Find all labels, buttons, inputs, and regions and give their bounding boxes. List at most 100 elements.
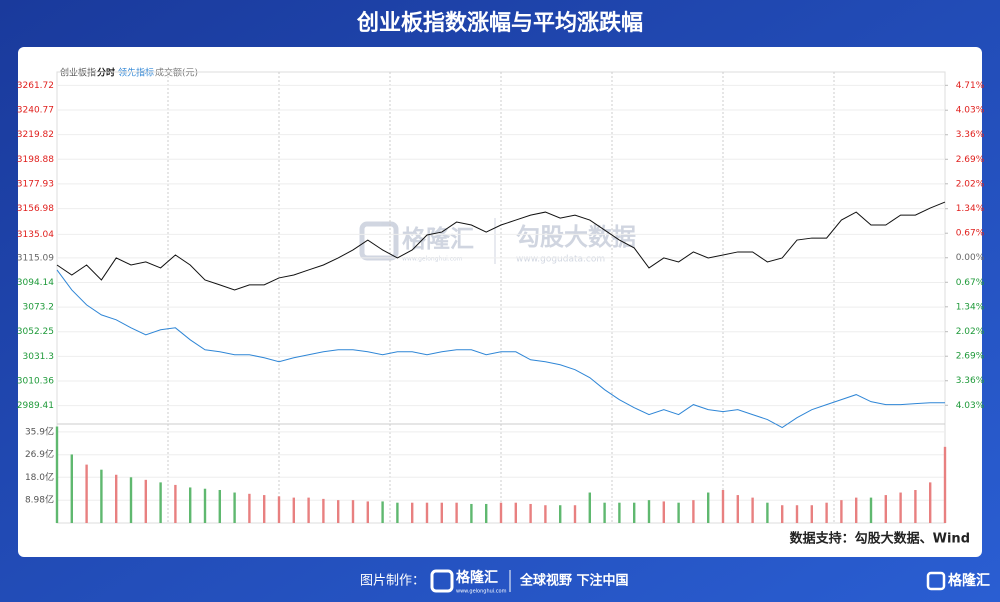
volume-bar	[647, 500, 651, 523]
volume-bar	[263, 495, 266, 523]
volume-bar	[825, 502, 828, 523]
logo-icon	[430, 569, 454, 593]
volume-bar	[129, 477, 133, 523]
y2-tick-label: 1.34%	[956, 204, 985, 214]
volume-bar	[736, 495, 739, 523]
volume-bar	[351, 500, 355, 523]
volume-bar	[899, 492, 902, 523]
y2-tick-label: 2.02%	[956, 179, 985, 189]
volume-bar	[929, 482, 932, 523]
volume-bar	[884, 495, 887, 523]
volume-bar	[337, 500, 340, 523]
volume-bar	[307, 497, 310, 523]
volume-bar	[633, 502, 636, 523]
y-tick-label: 3010.36	[17, 377, 54, 387]
volume-bar	[751, 497, 754, 523]
y2-tick-label: 4.71%	[956, 81, 985, 91]
volume-bar	[277, 496, 281, 523]
volume-bar	[662, 501, 665, 523]
volume-bar	[795, 505, 799, 523]
y-tick-label: 3219.82	[17, 130, 54, 140]
y2-tick-label: 2.69%	[956, 155, 985, 165]
volume-bar	[115, 474, 118, 523]
volume-bar	[603, 502, 606, 523]
volume-bar	[292, 497, 295, 523]
y2-tick-label: 3.36%	[956, 376, 985, 386]
y2-tick-label: 3.36%	[956, 130, 985, 140]
volume-bar	[529, 503, 532, 523]
volume-tick-label: 35.9亿	[25, 425, 54, 437]
y-tick-label: 3094.14	[17, 278, 54, 288]
y2-tick-label: 0.00%	[956, 253, 985, 263]
logo-url: www.gelonghui.com	[456, 589, 507, 595]
y-tick-label: 3177.93	[17, 179, 54, 189]
y-tick-label: 3156.98	[17, 204, 54, 214]
slogan: 全球视野 下注中国	[519, 573, 629, 589]
volume-bar	[322, 498, 325, 523]
volume-bar	[366, 501, 369, 523]
volume-bar	[411, 502, 414, 523]
volume-bar	[85, 464, 88, 523]
y-tick-label: 3073.2	[23, 303, 55, 313]
series-line	[56, 201, 946, 291]
logo-text: 格隆汇	[456, 569, 498, 586]
y2-tick-label: 4.03%	[956, 106, 985, 116]
volume-tick-label: 8.98亿	[25, 494, 54, 506]
volume-bar	[810, 505, 813, 523]
volume-bar	[381, 501, 384, 523]
y2-tick-label: 0.67%	[956, 278, 985, 288]
source: 数据支持：勾股大数据、Wind	[790, 531, 970, 547]
volume-bar	[174, 484, 177, 523]
volume-bar	[721, 489, 725, 523]
volume-bar	[588, 492, 591, 523]
volume-bar	[70, 454, 73, 523]
volume-bar	[573, 505, 577, 523]
volume-tick-label: 18.0亿	[25, 471, 54, 483]
y-tick-label: 3031.3	[23, 352, 55, 362]
volume-bar	[840, 500, 843, 523]
watermark-text: www.gelonghui.com	[402, 256, 463, 263]
y-tick-label: 3261.72	[17, 81, 54, 91]
y2-tick-label: 4.03%	[956, 401, 985, 411]
series-line	[56, 269, 945, 429]
volume-bar	[618, 502, 621, 523]
volume-bar	[781, 505, 784, 523]
y2-tick-label: 2.02%	[956, 327, 985, 337]
y2-tick-label: 1.34%	[956, 302, 985, 312]
volume-tick-label: 26.9亿	[25, 448, 54, 460]
volume-bar	[499, 502, 503, 523]
brand: 格隆汇	[948, 572, 990, 589]
volume-bar	[943, 446, 947, 523]
watermark-text: 勾股大数据	[516, 223, 636, 251]
volume-bar	[559, 505, 562, 523]
volume-bar	[189, 487, 192, 523]
volume-bar	[766, 502, 769, 523]
volume-bar	[707, 492, 710, 523]
volume-bar	[855, 497, 858, 523]
watermark-text: www.gogudata.com	[516, 255, 605, 265]
volume-bar	[144, 479, 147, 523]
volume-bar	[470, 503, 473, 523]
volume-bar	[677, 502, 680, 523]
volume-bar	[218, 489, 221, 523]
brand-icon	[926, 571, 946, 591]
volume-bar	[100, 469, 103, 523]
volume-bar	[396, 502, 399, 523]
volume-bar	[425, 502, 429, 523]
y-tick-label: 3135.04	[17, 230, 54, 240]
y-tick-label: 3198.88	[17, 155, 54, 165]
volume-bar	[514, 502, 517, 523]
y-tick-label: 3240.77	[17, 106, 54, 116]
volume-bar	[203, 488, 207, 523]
watermark: 格隆汇 www.gelonghui.com 勾股大数据 www.gogudata…	[359, 218, 636, 265]
volume-bar	[440, 502, 443, 523]
y2-tick-label: 2.69%	[956, 352, 985, 362]
volume-bar	[159, 482, 162, 523]
volume-bar	[485, 503, 488, 523]
y2-tick-label: 0.67%	[956, 229, 985, 239]
volume-bar	[869, 497, 873, 523]
y-tick-label: 3115.09	[17, 253, 54, 263]
panel	[18, 47, 982, 557]
